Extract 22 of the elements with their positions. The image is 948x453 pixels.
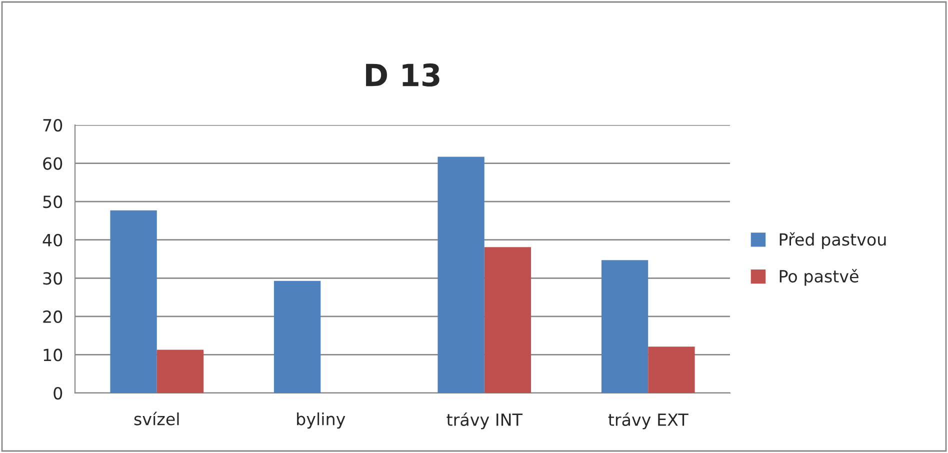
- y-tick-label: 10: [44, 348, 62, 362]
- legend-label: Před pastvou: [780, 232, 886, 249]
- y-tick-label: 50: [43, 196, 62, 208]
- bar: [110, 210, 157, 393]
- legend-label: Po pastvě: [780, 269, 858, 286]
- bar: [484, 247, 532, 393]
- x-tick-label: trávy EXT: [608, 412, 688, 430]
- x-tick-label: byliny: [297, 412, 346, 429]
- x-tick-label: trávy INT: [446, 412, 523, 430]
- y-tick-label: 30: [43, 272, 62, 285]
- bar: [438, 156, 484, 393]
- x-tick-label: svízel: [134, 412, 179, 426]
- y-tick-label: 20: [43, 310, 62, 323]
- y-tick-label: 70: [43, 118, 62, 132]
- y-tick-label: 0: [54, 386, 62, 400]
- y-tick-label: 60: [43, 157, 62, 170]
- bar: [648, 346, 695, 393]
- bar: [601, 260, 648, 393]
- chart-title: D 13: [366, 63, 440, 87]
- y-tick-label: 40: [42, 234, 62, 246]
- bar: [156, 350, 204, 393]
- bar: [274, 280, 321, 393]
